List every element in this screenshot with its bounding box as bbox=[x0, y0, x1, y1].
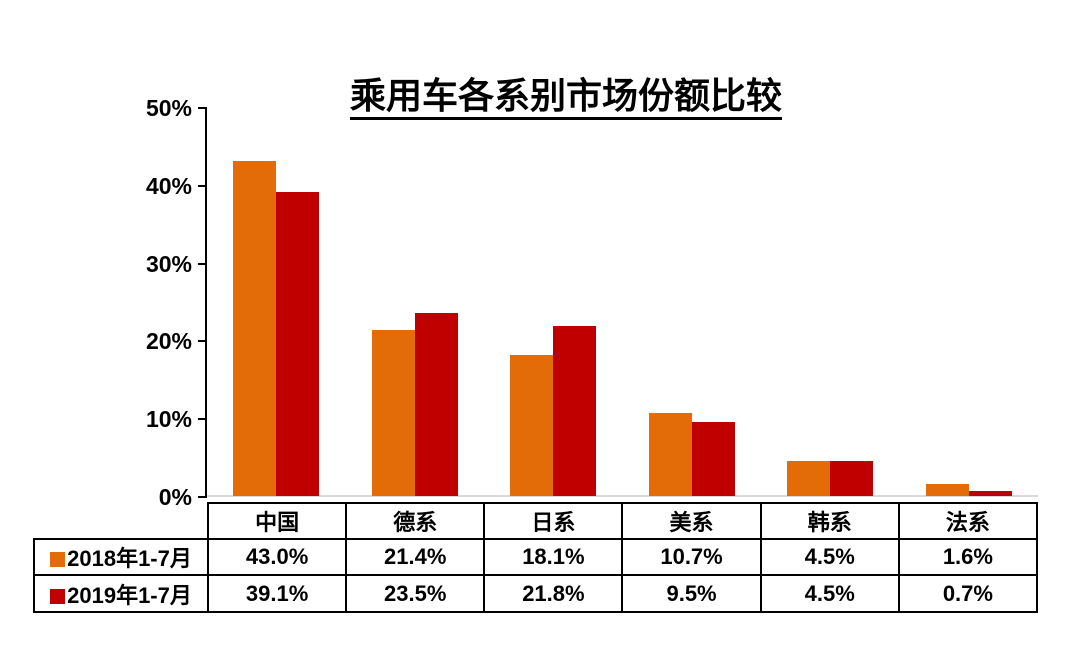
y-tick-mark-0 bbox=[198, 496, 205, 498]
value-cell-2018-category-6: 1.6% bbox=[897, 538, 1039, 576]
bar-2018-category-2 bbox=[371, 330, 415, 496]
bar-2019-category-3 bbox=[553, 326, 597, 496]
value-cell-2019-category-3: 21.8% bbox=[483, 574, 624, 613]
table-corner-cell bbox=[34, 503, 208, 539]
chart-title: 乘用车各系别市场份额比较 bbox=[349, 76, 783, 120]
column-header-3: 日系 bbox=[483, 502, 624, 540]
table-row-2019: 2019年1-7月 39.1% 23.5% 21.8% 9.5% 4.5% 0.7% bbox=[33, 574, 1039, 613]
y-axis-line bbox=[205, 107, 207, 498]
bar-2018-category-4 bbox=[648, 413, 692, 496]
row-label-2018: 2018年1-7月 bbox=[33, 538, 209, 576]
value-cell-2018-category-1: 43.0% bbox=[206, 538, 348, 576]
y-tick-label-30: 30% bbox=[145, 250, 192, 277]
column-header-1: 中国 bbox=[206, 502, 348, 540]
legend-swatch-2019 bbox=[50, 588, 66, 604]
bar-2018-category-3 bbox=[510, 355, 554, 496]
bar-2019-category-4 bbox=[691, 422, 735, 496]
bar-2018-category-6 bbox=[925, 484, 969, 496]
y-tick-mark-10 bbox=[198, 418, 205, 421]
y-tick-mark-30 bbox=[198, 262, 205, 265]
y-tick-mark-50 bbox=[198, 107, 205, 109]
table-row-2018: 2018年1-7月 43.0% 21.4% 18.1% 10.7% 4.5% 1.6% bbox=[33, 538, 1039, 576]
row-label-2019: 2019年1-7月 bbox=[33, 574, 209, 613]
y-tick-label-20: 20% bbox=[145, 328, 192, 355]
value-cell-2019-category-5: 4.5% bbox=[759, 574, 900, 613]
y-tick-label-50: 50% bbox=[145, 95, 192, 121]
value-cell-2018-category-3: 18.1% bbox=[483, 538, 624, 576]
column-header-5: 韩系 bbox=[759, 502, 900, 540]
y-tick-label-0: 0% bbox=[158, 484, 192, 510]
legend-swatch-2018 bbox=[50, 552, 66, 567]
y-tick-mark-40 bbox=[198, 184, 205, 187]
value-cell-2019-category-2: 23.5% bbox=[345, 574, 486, 613]
value-cell-2019-category-4: 9.5% bbox=[621, 574, 762, 613]
data-table: 中国 德系 日系 美系 韩系 法系 2018年1-7月 43.0% 21.4% 18.1% 10.7… bbox=[33, 502, 1039, 613]
y-tick-mark-20 bbox=[198, 340, 205, 343]
column-header-2: 德系 bbox=[345, 502, 486, 540]
value-cell-2018-category-2: 21.4% bbox=[345, 538, 486, 576]
bar-2019-category-6 bbox=[968, 491, 1012, 496]
value-cell-2018-category-4: 10.7% bbox=[621, 538, 762, 576]
legend-label-2018: 2018年1-7月 bbox=[67, 546, 192, 571]
bar-2019-category-1 bbox=[276, 192, 320, 496]
bar-2019-category-5 bbox=[830, 461, 874, 496]
value-cell-2018-category-5: 4.5% bbox=[759, 538, 900, 576]
column-header-4: 美系 bbox=[621, 502, 762, 540]
y-tick-label-40: 40% bbox=[145, 172, 192, 199]
column-header-6: 法系 bbox=[897, 502, 1039, 540]
bar-2018-category-1 bbox=[233, 161, 277, 496]
bar-2019-category-2 bbox=[414, 313, 458, 496]
x-axis-baseline bbox=[207, 495, 1038, 497]
bar-2018-category-5 bbox=[787, 461, 831, 496]
value-cell-2019-category-6: 0.7% bbox=[897, 574, 1039, 613]
value-cell-2019-category-1: 39.1% bbox=[206, 574, 348, 613]
y-tick-label-10: 10% bbox=[145, 406, 192, 433]
legend-label-2019: 2019年1-7月 bbox=[67, 582, 192, 608]
